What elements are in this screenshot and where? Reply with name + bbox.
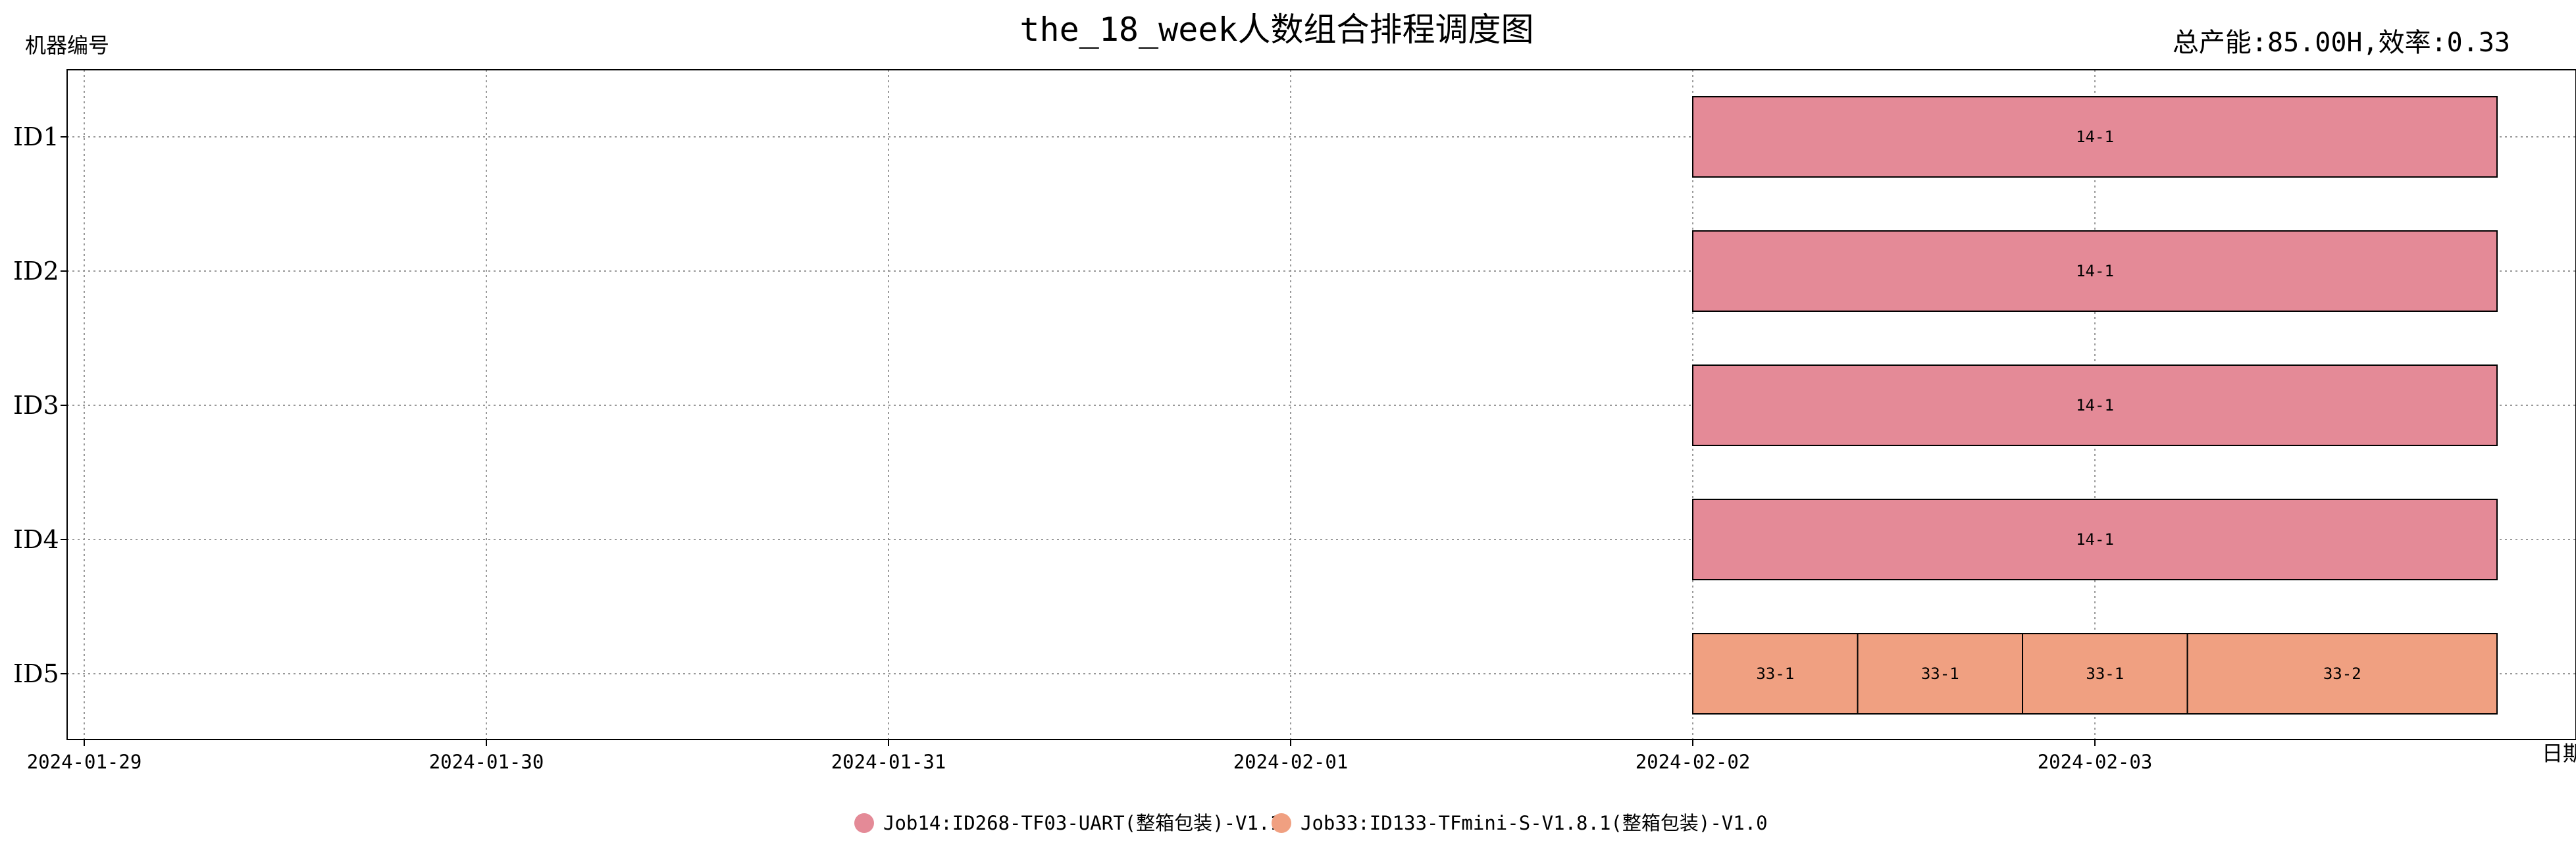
legend: Job14:ID268-TF03-UART(整箱包装)-V1.1 Job33:ID… — [854, 812, 1768, 834]
y-tick-label: ID4 — [13, 525, 59, 554]
x-axis-label: 日期 — [2542, 741, 2576, 766]
x-tick-label: 2024-01-31 — [831, 751, 946, 773]
task-bar-label: 14-1 — [2076, 262, 2114, 280]
task-bar-label: 14-1 — [2076, 396, 2114, 414]
task-bar-label: 33-2 — [2323, 665, 2361, 683]
y-tick-label: ID1 — [13, 122, 59, 151]
x-tick-label: 2024-02-02 — [1636, 751, 1751, 773]
task-bar-label: 33-1 — [2086, 665, 2124, 683]
task-bar — [1857, 633, 2024, 715]
legend-marker — [1272, 813, 1291, 833]
x-ticks: 2024-01-29 2024-01-30 2024-01-31 2024-02-01… — [27, 740, 2153, 773]
chart-title: the_18_week人数组合排程调度图 — [1019, 11, 1533, 49]
task-bar-label: 33-1 — [1921, 665, 1959, 683]
task-bar-label: 14-1 — [2076, 128, 2114, 146]
legend-label: Job14:ID268-TF03-UART(整箱包装)-V1.1 — [883, 812, 1281, 834]
y-axis-label: 机器编号 — [25, 33, 109, 58]
summary-text: 总产能:85.00H,效率:0.33 — [2173, 28, 2510, 58]
task-bar — [2022, 633, 2188, 715]
y-tick-label: ID3 — [13, 391, 59, 420]
x-tick-label: 2024-01-29 — [27, 751, 142, 773]
task-bar — [1692, 230, 2498, 312]
task-bar — [1692, 499, 2498, 580]
task-bar — [1692, 633, 1859, 715]
x-tick-label: 2024-02-01 — [1233, 751, 1349, 773]
y-ticks: ID1 ID2 ID3 ID4 ID5 — [13, 122, 67, 688]
x-tick-label: 2024-01-30 — [429, 751, 544, 773]
task-bar — [1692, 364, 2498, 446]
legend-label: Job33:ID133-TFmini-S-V1.8.1(整箱包装)-V1.0 — [1301, 812, 1768, 834]
y-tick-label: ID5 — [13, 659, 59, 688]
x-tick-label: 2024-02-03 — [2038, 751, 2153, 773]
task-bar-label: 33-1 — [1756, 665, 1794, 683]
task-bar — [2186, 633, 2498, 715]
task-bar-label: 14-1 — [2076, 530, 2114, 549]
task-bar — [1692, 96, 2498, 178]
legend-marker — [854, 813, 874, 833]
y-tick-label: ID2 — [13, 257, 59, 286]
bars-group: 14-1 14-1 14-1 14-1 33-1 33-1 33-1 33-2 — [1692, 96, 2498, 715]
